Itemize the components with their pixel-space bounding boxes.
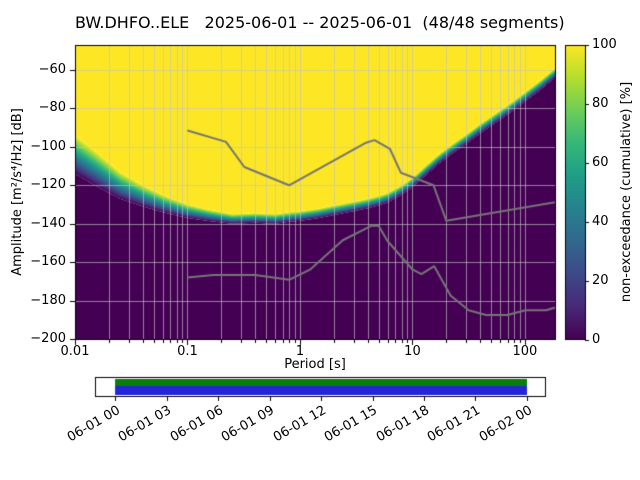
colorbar-tick-label: 80 [592, 96, 609, 111]
colorbar-tick-label: 0 [592, 332, 601, 347]
x-tick-label: 1 [295, 344, 305, 359]
y-tick-label: −60 [38, 61, 66, 77]
x-tick-label: 0.01 [60, 344, 90, 359]
x-axis-label: Period [s] [284, 357, 346, 372]
x-tick-label: 100 [512, 344, 538, 359]
y-axis-label: Amplitude [m²/s⁴/Hz] [dB] [10, 108, 26, 276]
y-tick-label: −180 [30, 292, 66, 308]
y-tick-label: −120 [30, 177, 66, 193]
colorbar-tick-label: 100 [592, 37, 617, 52]
x-tick-label: 10 [404, 344, 421, 359]
y-tick-label: −140 [30, 215, 66, 231]
y-tick-label: −200 [30, 331, 66, 347]
plot-title: BW.DHFO..ELE 2025-06-01 -- 2025-06-01 (4… [75, 13, 565, 32]
y-tick-label: −160 [30, 254, 66, 270]
colorbar-tick-label: 60 [592, 155, 609, 170]
x-tick-label: 0.1 [177, 344, 198, 359]
colorbar-tick-label: 20 [592, 273, 609, 288]
y-tick-label: −80 [38, 100, 66, 116]
colorbar-label: non-exceedance (cumulative) [%] [619, 81, 635, 303]
colorbar-tick-label: 40 [592, 214, 609, 229]
y-tick-label: −100 [30, 138, 66, 154]
